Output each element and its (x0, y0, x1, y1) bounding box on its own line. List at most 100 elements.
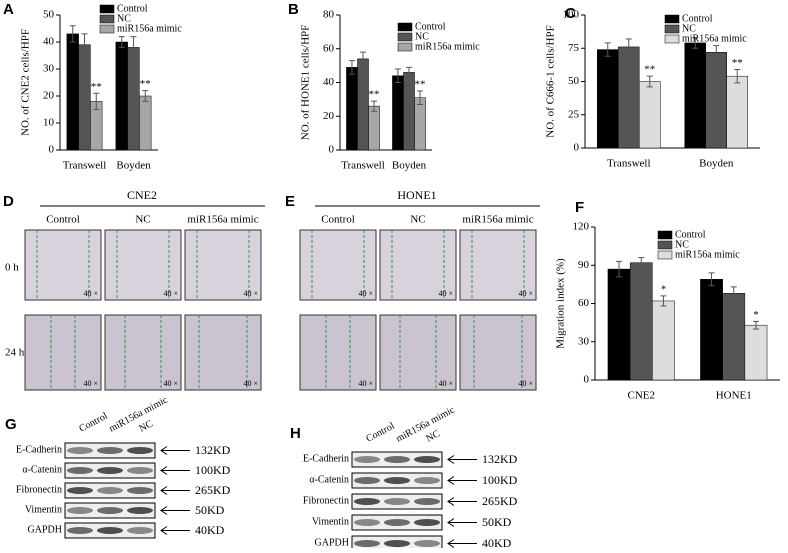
error-bar (692, 37, 699, 49)
bar (115, 41, 128, 151)
size-label: 265KD (195, 483, 231, 497)
micrograph (24, 314, 102, 391)
arrow (160, 506, 190, 515)
legend-swatch (397, 42, 413, 52)
y-tick-label: 60 (578, 297, 590, 309)
band (127, 467, 153, 474)
band (354, 498, 380, 505)
scale-label: 40 × (243, 379, 258, 388)
y-tick-label: 75 (568, 42, 580, 54)
panel-letter: H (290, 425, 301, 442)
band (97, 487, 123, 494)
error-bar (417, 90, 424, 105)
bar (392, 75, 404, 151)
x-tick-label: Transwell (607, 158, 651, 170)
size-label: 50KD (482, 515, 512, 529)
arrow (447, 497, 477, 506)
protein-label: Vimentin (25, 504, 62, 515)
x-tick-label: HONE1 (716, 390, 752, 402)
y-axis-label: NO. of CNE2 cells/HPF (20, 29, 32, 136)
size-label: 50KD (195, 503, 225, 517)
error-bar (348, 60, 355, 75)
panel-letter: B (288, 1, 299, 18)
legend-label: miR156a mimic (675, 249, 740, 260)
wound-edge (473, 315, 523, 390)
legend-label: NC (675, 239, 689, 250)
x-tick-label: Transwell (63, 160, 107, 172)
y-axis-label: Migration index (%) (555, 258, 567, 349)
arrow (160, 446, 190, 455)
bar (629, 262, 653, 381)
protein-label: E-Cadherin (16, 444, 62, 455)
x-tick-label: Boyden (392, 160, 427, 172)
band (384, 519, 410, 526)
micrograph (379, 314, 457, 391)
y-tick-label: 20 (323, 110, 335, 122)
error-bar (360, 51, 366, 67)
size-label: 132KD (195, 443, 231, 457)
micrograph (104, 229, 182, 301)
image-title: CNE2 (127, 188, 157, 202)
error-bar (638, 257, 645, 269)
scale-label: 40 × (83, 289, 98, 298)
micrograph (459, 314, 537, 391)
y-axis-label: NO. of C666-1 cells/HPF (545, 25, 557, 137)
size-label: 40KD (195, 523, 225, 537)
band (127, 527, 153, 534)
bar (127, 47, 140, 151)
column-label: NC (135, 214, 150, 226)
legend-label: Control (682, 13, 713, 24)
error-bar (69, 25, 76, 43)
band (97, 467, 123, 474)
y-tick-label: 50 (43, 9, 55, 21)
panel-letter: F (575, 199, 584, 216)
y-tick-label: 100 (563, 9, 580, 21)
arrow (447, 476, 477, 485)
significance-mark: ** (369, 89, 380, 101)
size-label: 40KD (482, 536, 512, 548)
micrograph (299, 229, 377, 301)
bar (368, 105, 380, 151)
y-tick-label: 30 (43, 63, 55, 75)
error-bar (734, 69, 741, 84)
legend-swatch (664, 24, 680, 34)
significance-mark: ** (644, 64, 655, 76)
wound-edge (198, 315, 248, 390)
lane-label: NC (424, 428, 442, 444)
bar (705, 51, 727, 149)
bar (652, 300, 675, 381)
error-bar (394, 68, 401, 83)
error-bar (730, 286, 737, 301)
bar (346, 67, 358, 151)
legend-swatch (664, 34, 680, 44)
legend-label: Control (117, 3, 148, 14)
scale-label: 40 × (358, 379, 373, 388)
error-bar (708, 272, 715, 287)
x-tick-label: Transwell (341, 160, 385, 172)
band (384, 456, 410, 463)
bar (403, 72, 415, 151)
y-tick-label: 10 (43, 117, 55, 129)
bar (744, 324, 768, 381)
band (67, 467, 93, 474)
band (127, 487, 153, 494)
legend-swatch (397, 32, 413, 42)
bar (700, 279, 723, 381)
y-tick-label: 40 (43, 36, 55, 48)
arrow (447, 518, 477, 527)
size-label: 265KD (482, 494, 518, 508)
arrow (447, 455, 477, 464)
legend-label: NC (682, 23, 696, 34)
bar (618, 46, 640, 149)
row-label: 0 h (5, 262, 19, 274)
band (414, 519, 440, 526)
scale-label: 40 × (518, 379, 533, 388)
wound-edge (124, 315, 162, 390)
wound-edge (399, 315, 437, 390)
micrograph (184, 314, 262, 391)
wound-edge (196, 230, 250, 300)
significance-mark: ** (732, 57, 743, 69)
column-label: miR156a mimic (187, 214, 258, 226)
band (67, 527, 93, 534)
